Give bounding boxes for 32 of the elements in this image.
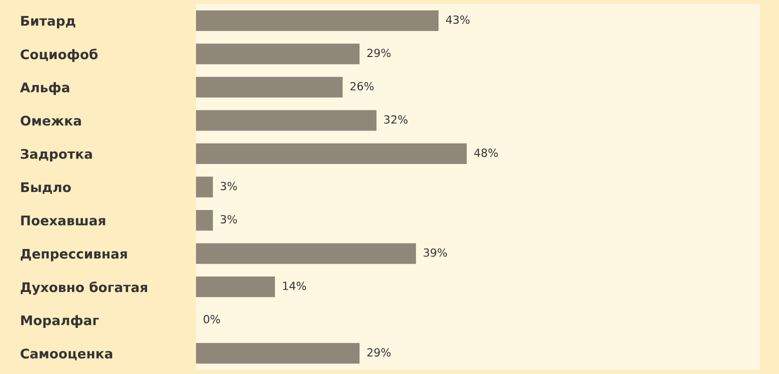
bar xyxy=(196,44,360,64)
y-tick-label: Социофоб xyxy=(20,48,98,62)
y-tick-label: Поехавшая xyxy=(21,216,106,226)
y-tick-label: Быдло xyxy=(21,182,71,194)
y-tick-label: Депрессивная xyxy=(20,248,127,262)
bar xyxy=(196,276,275,298)
data-label: 29% xyxy=(367,348,391,357)
y-tick-label: Самооценка xyxy=(20,348,112,360)
y-tick-label: Битард xyxy=(21,16,76,28)
y-tick-label: Задротка xyxy=(20,148,92,162)
data-label: 14% xyxy=(283,282,306,290)
y-tick-label: Альфа xyxy=(20,82,70,95)
data-label: 3% xyxy=(220,182,237,190)
bar xyxy=(196,176,213,198)
y-tick-label: Омежка xyxy=(20,116,81,126)
y-tick-label: Моралфаг xyxy=(21,315,99,328)
bar xyxy=(196,76,343,98)
bar xyxy=(196,110,376,131)
bar xyxy=(196,143,467,164)
data-label: 48% xyxy=(474,148,498,157)
bar xyxy=(196,243,416,264)
bar xyxy=(196,210,213,231)
data-label: 26% xyxy=(350,82,374,90)
bar xyxy=(196,10,439,31)
data-label: 0% xyxy=(204,314,220,324)
bar xyxy=(196,343,360,364)
data-label: 3% xyxy=(220,215,237,224)
y-tick-label: Духовно богатая xyxy=(20,282,148,295)
data-label: 43% xyxy=(446,15,470,24)
data-label: 29% xyxy=(367,48,391,58)
data-label: 39% xyxy=(424,248,447,257)
data-label: 32% xyxy=(384,115,408,124)
